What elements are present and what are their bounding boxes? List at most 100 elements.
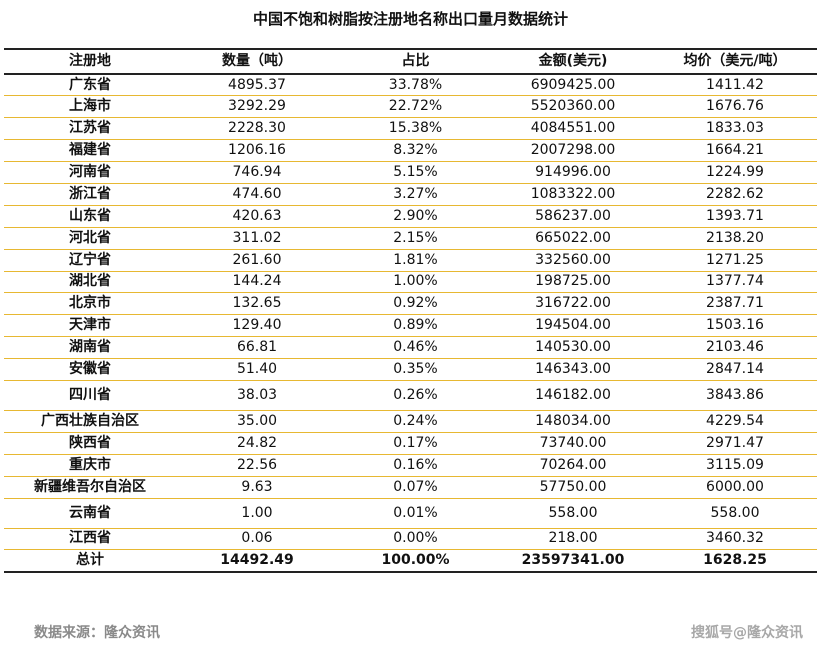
cell-region: 上海市 [4, 95, 176, 119]
cell-amount: 70264.00 [493, 454, 653, 477]
header-region: 注册地 [4, 48, 176, 75]
cell-quantity: 474.60 [176, 183, 338, 206]
cell-amount: 914996.00 [493, 161, 653, 184]
cell-quantity: 144.24 [176, 271, 338, 294]
cell-amount: 4084551.00 [493, 117, 653, 141]
cell-amount: 1083322.00 [493, 183, 653, 206]
cell-quantity: 1206.16 [176, 139, 338, 163]
table-row: 云南省 1.00 0.01% 558.00 558.00 [4, 498, 817, 529]
table-row: 重庆市 22.56 0.16% 70264.00 3115.09 [4, 454, 817, 477]
cell-quantity: 22.56 [176, 454, 338, 477]
cell-quantity: 2228.30 [176, 117, 338, 141]
table-row: 湖北省 144.24 1.00% 198725.00 1377.74 [4, 271, 817, 294]
cell-share: 2.15% [338, 227, 493, 250]
cell-share: 1.81% [338, 249, 493, 272]
header-share: 占比 [338, 48, 493, 75]
total-share: 100.00% [338, 549, 493, 574]
cell-quantity: 132.65 [176, 292, 338, 316]
cell-share: 0.92% [338, 292, 493, 316]
cell-avg-price: 1377.74 [653, 271, 817, 294]
cell-avg-price: 2282.62 [653, 183, 817, 206]
cell-region: 福建省 [4, 139, 176, 163]
cell-quantity: 4895.37 [176, 74, 338, 97]
cell-region: 江苏省 [4, 117, 176, 141]
table-row: 江苏省 2228.30 15.38% 4084551.00 1833.03 [4, 117, 817, 141]
cell-avg-price: 1833.03 [653, 117, 817, 141]
total-quantity: 14492.49 [176, 549, 338, 574]
cell-amount: 194504.00 [493, 314, 653, 338]
cell-share: 0.35% [338, 358, 493, 381]
table-row: 四川省 38.03 0.26% 146182.00 3843.86 [4, 380, 817, 411]
cell-avg-price: 2138.20 [653, 227, 817, 250]
total-amount: 23597341.00 [493, 549, 653, 574]
cell-avg-price: 2103.46 [653, 336, 817, 360]
cell-quantity: 9.63 [176, 476, 338, 499]
cell-region: 湖北省 [4, 271, 176, 294]
cell-avg-price: 2387.71 [653, 292, 817, 316]
cell-amount: 148034.00 [493, 410, 653, 433]
cell-share: 2.90% [338, 205, 493, 228]
cell-amount: 57750.00 [493, 476, 653, 499]
total-row: 总计 14492.49 100.00% 23597341.00 1628.25 [4, 549, 817, 574]
cell-share: 0.24% [338, 410, 493, 433]
cell-amount: 5520360.00 [493, 95, 653, 119]
cell-region: 重庆市 [4, 454, 176, 477]
table-row: 安徽省 51.40 0.35% 146343.00 2847.14 [4, 358, 817, 381]
cell-quantity: 420.63 [176, 205, 338, 228]
cell-amount: 332560.00 [493, 249, 653, 272]
cell-avg-price: 1271.25 [653, 249, 817, 272]
cell-avg-price: 6000.00 [653, 476, 817, 499]
cell-amount: 558.00 [493, 498, 653, 529]
cell-region: 新疆维吾尔自治区 [4, 476, 176, 499]
cell-amount: 140530.00 [493, 336, 653, 360]
data-source-note: 数据来源：隆众资讯 [34, 625, 160, 641]
cell-region: 安徽省 [4, 358, 176, 381]
cell-avg-price: 1224.99 [653, 161, 817, 184]
table-row: 广西壮族自治区 35.00 0.24% 148034.00 4229.54 [4, 410, 817, 433]
cell-amount: 73740.00 [493, 432, 653, 455]
table-row: 河南省 746.94 5.15% 914996.00 1224.99 [4, 161, 817, 184]
cell-avg-price: 1676.76 [653, 95, 817, 119]
header-quantity: 数量（吨） [176, 48, 338, 75]
cell-region: 河北省 [4, 227, 176, 250]
cell-quantity: 129.40 [176, 314, 338, 338]
table-row: 湖南省 66.81 0.46% 140530.00 2103.46 [4, 336, 817, 360]
cell-quantity: 24.82 [176, 432, 338, 455]
cell-amount: 316722.00 [493, 292, 653, 316]
total-avg-price: 1628.25 [653, 549, 817, 574]
cell-avg-price: 3115.09 [653, 454, 817, 477]
cell-region: 云南省 [4, 498, 176, 529]
cell-region: 河南省 [4, 161, 176, 184]
sohu-watermark: 搜狐号@隆众资讯 [691, 625, 803, 641]
cell-share: 0.89% [338, 314, 493, 338]
header-amount: 金额(美元) [493, 48, 653, 75]
cell-amount: 146343.00 [493, 358, 653, 381]
cell-amount: 218.00 [493, 528, 653, 551]
cell-share: 5.15% [338, 161, 493, 184]
cell-quantity: 311.02 [176, 227, 338, 250]
cell-share: 3.27% [338, 183, 493, 206]
cell-avg-price: 1664.21 [653, 139, 817, 163]
table-row: 辽宁省 261.60 1.81% 332560.00 1271.25 [4, 249, 817, 272]
cell-share: 22.72% [338, 95, 493, 119]
table-row: 上海市 3292.29 22.72% 5520360.00 1676.76 [4, 95, 817, 119]
cell-share: 0.16% [338, 454, 493, 477]
header-avg-price: 均价（美元/吨） [653, 48, 817, 75]
table-row: 山东省 420.63 2.90% 586237.00 1393.71 [4, 205, 817, 228]
table-footer: 总计 14492.49 100.00% 23597341.00 1628.25 [4, 549, 817, 574]
cell-quantity: 38.03 [176, 380, 338, 411]
table-row: 天津市 129.40 0.89% 194504.00 1503.16 [4, 314, 817, 338]
cell-amount: 6909425.00 [493, 74, 653, 97]
cell-region: 广东省 [4, 74, 176, 97]
cell-region: 湖南省 [4, 336, 176, 360]
cell-quantity: 746.94 [176, 161, 338, 184]
cell-region: 天津市 [4, 314, 176, 338]
cell-share: 0.46% [338, 336, 493, 360]
cell-region: 山东省 [4, 205, 176, 228]
cell-share: 8.32% [338, 139, 493, 163]
table-row: 浙江省 474.60 3.27% 1083322.00 2282.62 [4, 183, 817, 206]
cell-avg-price: 558.00 [653, 498, 817, 529]
cell-avg-price: 3843.86 [653, 380, 817, 411]
cell-share: 0.26% [338, 380, 493, 411]
cell-share: 0.00% [338, 528, 493, 551]
